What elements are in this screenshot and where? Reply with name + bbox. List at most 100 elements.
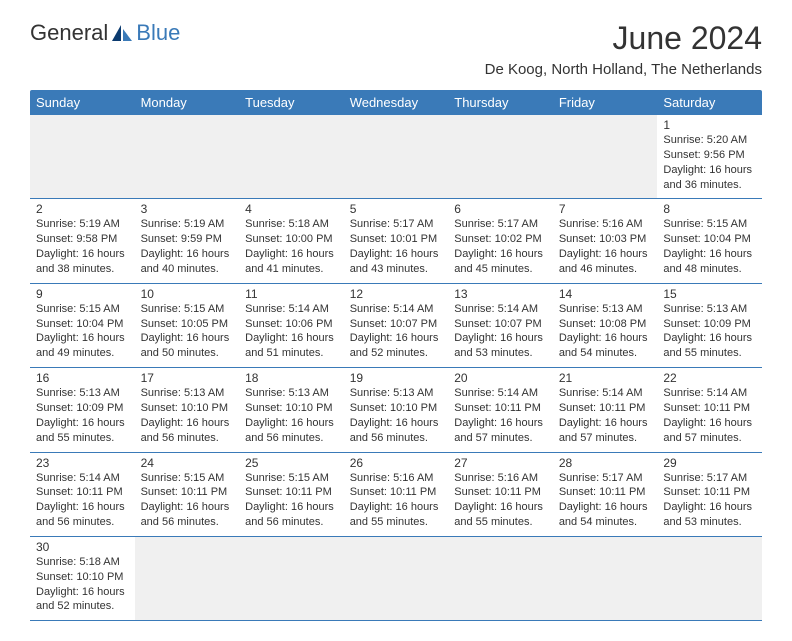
- daylight-text: Daylight: 16 hours and 56 minutes.: [245, 500, 338, 530]
- empty-cell: [553, 536, 658, 620]
- day-number: 21: [559, 371, 652, 385]
- daylight-text: Daylight: 16 hours and 41 minutes.: [245, 247, 338, 277]
- logo-text-blue: Blue: [136, 20, 180, 46]
- day-cell: 10Sunrise: 5:15 AMSunset: 10:05 PMDaylig…: [135, 283, 240, 367]
- day-number: 22: [663, 371, 756, 385]
- day-cell: 24Sunrise: 5:15 AMSunset: 10:11 PMDaylig…: [135, 452, 240, 536]
- day-cell: 29Sunrise: 5:17 AMSunset: 10:11 PMDaylig…: [657, 452, 762, 536]
- logo-text-general: General: [30, 20, 108, 46]
- sunset-text: Sunset: 10:05 PM: [141, 317, 234, 332]
- sunset-text: Sunset: 10:10 PM: [36, 570, 129, 585]
- day-cell: 27Sunrise: 5:16 AMSunset: 10:11 PMDaylig…: [448, 452, 553, 536]
- day-cell: 25Sunrise: 5:15 AMSunset: 10:11 PMDaylig…: [239, 452, 344, 536]
- day-header-thu: Thursday: [448, 90, 553, 115]
- day-cell: 23Sunrise: 5:14 AMSunset: 10:11 PMDaylig…: [30, 452, 135, 536]
- day-header-sat: Saturday: [657, 90, 762, 115]
- location-label: De Koog, North Holland, The Netherlands: [485, 61, 762, 78]
- day-number: 16: [36, 371, 129, 385]
- daylight-text: Daylight: 16 hours and 52 minutes.: [350, 331, 443, 361]
- sunrise-text: Sunrise: 5:15 AM: [663, 217, 756, 232]
- sunset-text: Sunset: 10:11 PM: [559, 485, 652, 500]
- day-number: 12: [350, 287, 443, 301]
- sunset-text: Sunset: 10:10 PM: [350, 401, 443, 416]
- day-cell: 3Sunrise: 5:19 AMSunset: 9:59 PMDaylight…: [135, 199, 240, 283]
- sunrise-text: Sunrise: 5:14 AM: [559, 386, 652, 401]
- daylight-text: Daylight: 16 hours and 45 minutes.: [454, 247, 547, 277]
- sunset-text: Sunset: 10:11 PM: [36, 485, 129, 500]
- sunrise-text: Sunrise: 5:15 AM: [245, 471, 338, 486]
- day-number: 26: [350, 456, 443, 470]
- empty-cell: [239, 115, 344, 199]
- sunrise-text: Sunrise: 5:13 AM: [36, 386, 129, 401]
- day-cell: 5Sunrise: 5:17 AMSunset: 10:01 PMDayligh…: [344, 199, 449, 283]
- sunrise-text: Sunrise: 5:19 AM: [141, 217, 234, 232]
- day-number: 24: [141, 456, 234, 470]
- day-cell: 16Sunrise: 5:13 AMSunset: 10:09 PMDaylig…: [30, 368, 135, 452]
- sunrise-text: Sunrise: 5:18 AM: [245, 217, 338, 232]
- day-header-wed: Wednesday: [344, 90, 449, 115]
- sunset-text: Sunset: 10:08 PM: [559, 317, 652, 332]
- daylight-text: Daylight: 16 hours and 53 minutes.: [454, 331, 547, 361]
- sunset-text: Sunset: 10:01 PM: [350, 232, 443, 247]
- week-row: 1Sunrise: 5:20 AMSunset: 9:56 PMDaylight…: [30, 115, 762, 199]
- brand-logo: General Blue: [30, 20, 180, 46]
- empty-cell: [657, 536, 762, 620]
- sunrise-text: Sunrise: 5:14 AM: [663, 386, 756, 401]
- day-number: 19: [350, 371, 443, 385]
- daylight-text: Daylight: 16 hours and 36 minutes.: [663, 163, 756, 193]
- daylight-text: Daylight: 16 hours and 50 minutes.: [141, 331, 234, 361]
- daylight-text: Daylight: 16 hours and 55 minutes.: [36, 416, 129, 446]
- sunset-text: Sunset: 10:11 PM: [245, 485, 338, 500]
- week-row: 30Sunrise: 5:18 AMSunset: 10:10 PMDaylig…: [30, 536, 762, 620]
- day-number: 27: [454, 456, 547, 470]
- daylight-text: Daylight: 16 hours and 48 minutes.: [663, 247, 756, 277]
- sunset-text: Sunset: 9:56 PM: [663, 148, 756, 163]
- week-row: 16Sunrise: 5:13 AMSunset: 10:09 PMDaylig…: [30, 368, 762, 452]
- empty-cell: [135, 536, 240, 620]
- week-row: 2Sunrise: 5:19 AMSunset: 9:58 PMDaylight…: [30, 199, 762, 283]
- day-cell: 11Sunrise: 5:14 AMSunset: 10:06 PMDaylig…: [239, 283, 344, 367]
- daylight-text: Daylight: 16 hours and 49 minutes.: [36, 331, 129, 361]
- empty-cell: [30, 115, 135, 199]
- daylight-text: Daylight: 16 hours and 57 minutes.: [454, 416, 547, 446]
- daylight-text: Daylight: 16 hours and 53 minutes.: [663, 500, 756, 530]
- sunrise-text: Sunrise: 5:16 AM: [454, 471, 547, 486]
- daylight-text: Daylight: 16 hours and 40 minutes.: [141, 247, 234, 277]
- sunrise-text: Sunrise: 5:17 AM: [559, 471, 652, 486]
- day-cell: 6Sunrise: 5:17 AMSunset: 10:02 PMDayligh…: [448, 199, 553, 283]
- daylight-text: Daylight: 16 hours and 56 minutes.: [36, 500, 129, 530]
- day-cell: 14Sunrise: 5:13 AMSunset: 10:08 PMDaylig…: [553, 283, 658, 367]
- sunset-text: Sunset: 10:11 PM: [559, 401, 652, 416]
- sunset-text: Sunset: 9:58 PM: [36, 232, 129, 247]
- sunrise-text: Sunrise: 5:17 AM: [454, 217, 547, 232]
- day-number: 9: [36, 287, 129, 301]
- day-number: 7: [559, 202, 652, 216]
- day-number: 23: [36, 456, 129, 470]
- day-number: 1: [663, 118, 756, 132]
- day-header-mon: Monday: [135, 90, 240, 115]
- sunset-text: Sunset: 10:10 PM: [141, 401, 234, 416]
- daylight-text: Daylight: 16 hours and 54 minutes.: [559, 500, 652, 530]
- empty-cell: [448, 536, 553, 620]
- week-row: 23Sunrise: 5:14 AMSunset: 10:11 PMDaylig…: [30, 452, 762, 536]
- sunrise-text: Sunrise: 5:13 AM: [141, 386, 234, 401]
- sail-icon: [110, 23, 134, 43]
- day-cell: 15Sunrise: 5:13 AMSunset: 10:09 PMDaylig…: [657, 283, 762, 367]
- sunset-text: Sunset: 10:10 PM: [245, 401, 338, 416]
- sunset-text: Sunset: 9:59 PM: [141, 232, 234, 247]
- sunset-text: Sunset: 10:07 PM: [454, 317, 547, 332]
- day-cell: 22Sunrise: 5:14 AMSunset: 10:11 PMDaylig…: [657, 368, 762, 452]
- sunset-text: Sunset: 10:11 PM: [454, 401, 547, 416]
- sunrise-text: Sunrise: 5:13 AM: [350, 386, 443, 401]
- day-number: 3: [141, 202, 234, 216]
- day-number: 14: [559, 287, 652, 301]
- sunrise-text: Sunrise: 5:17 AM: [350, 217, 443, 232]
- day-number: 5: [350, 202, 443, 216]
- day-number: 17: [141, 371, 234, 385]
- day-number: 15: [663, 287, 756, 301]
- sunrise-text: Sunrise: 5:13 AM: [663, 302, 756, 317]
- daylight-text: Daylight: 16 hours and 54 minutes.: [559, 331, 652, 361]
- day-number: 11: [245, 287, 338, 301]
- day-cell: 28Sunrise: 5:17 AMSunset: 10:11 PMDaylig…: [553, 452, 658, 536]
- day-number: 4: [245, 202, 338, 216]
